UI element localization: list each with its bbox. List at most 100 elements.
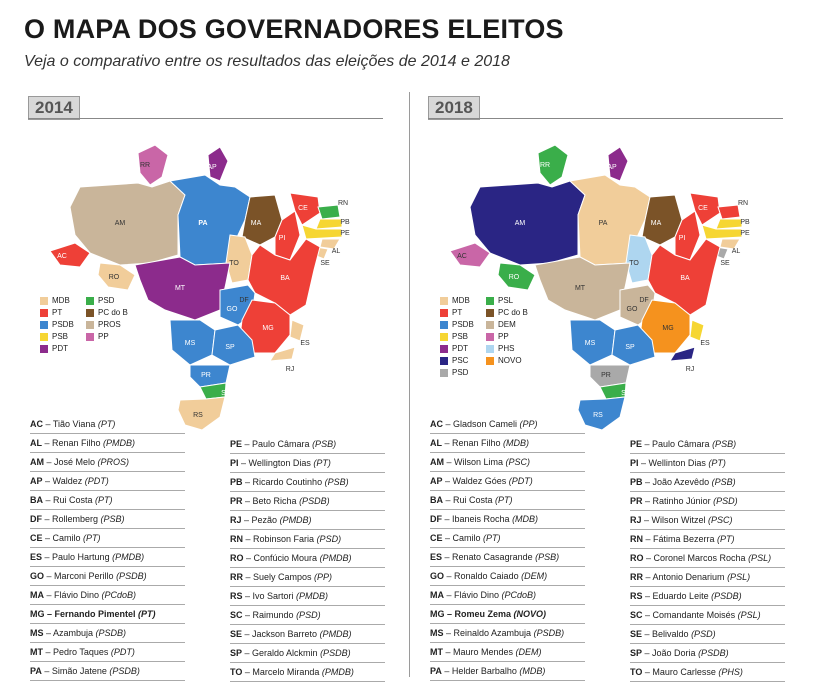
legend-swatch [86, 297, 94, 305]
legend-swatch [40, 297, 48, 305]
governor-party: (PT) [95, 495, 113, 505]
governor-row-ms-2018: MS – Reinaldo Azambuja (PSDB) [430, 624, 585, 643]
state-ac-2014 [49, 242, 91, 268]
governor-name: João Azevêdo [652, 477, 712, 487]
state-label-ma-2018: MA [651, 220, 662, 227]
state-label-ce-2014: CE [298, 205, 308, 212]
governor-party: (PSC) [708, 515, 733, 525]
governor-row-df-2014: DF – Rollemberg (PSB) [30, 510, 185, 529]
governor-party: (PDT) [508, 476, 533, 486]
governor-row-es-2018: ES – Renato Casagrande (PSB) [430, 548, 585, 567]
legend-item-pp-2014: PP [86, 331, 109, 343]
governor-party: (PSB) [324, 477, 349, 487]
governor-separator: – [243, 534, 254, 544]
governor-name: Paulo Câmara [252, 439, 313, 449]
governor-separator: – [444, 571, 455, 581]
legend-item-psl-2018: PSL [486, 295, 513, 307]
governor-separator: – [242, 477, 253, 487]
governor-uf: SE [630, 629, 643, 639]
governor-uf: AP [430, 476, 443, 486]
governor-party: (PMDB) [319, 629, 352, 639]
governor-uf: RS [230, 591, 243, 601]
governor-party: (PSL) [748, 553, 772, 563]
legend-label: PT [452, 308, 463, 317]
governor-name: Flávio Dino [54, 590, 102, 600]
state-pe-2018 [701, 224, 743, 240]
governor-uf: AM [30, 457, 44, 467]
state-ba-2014 [247, 238, 321, 316]
governor-separator: – [42, 552, 53, 562]
governor-separator: – [642, 591, 653, 601]
state-label-ba-2018: BA [680, 275, 690, 282]
governor-party: (PSB) [312, 439, 337, 449]
governor-separator: – [442, 552, 453, 562]
governor-name: Ricardo Coutinho [252, 477, 325, 487]
governor-party: (PSDB) [109, 666, 140, 676]
governor-row-rn-2014: RN – Robinson Faria (PSD) [230, 530, 385, 549]
legend-item-psc-2018: PSC [440, 355, 468, 367]
governor-party: (PSDB) [533, 628, 565, 638]
legend-item-psd-2018: PSD [440, 367, 468, 379]
state-sp-2014 [211, 324, 256, 366]
governor-row-go-2014: GO – Marconi Perillo (PSDB) [30, 567, 185, 586]
governor-name: Renato Casagrande [452, 552, 536, 562]
governor-row-rj-2014: RJ – Pezão (PMDB) [230, 511, 385, 530]
governor-party: (PMDB) [321, 667, 354, 677]
governor-row-df-2018: DF – Ibaneis Rocha (MDB) [430, 510, 585, 529]
legend-swatch [486, 321, 494, 329]
governor-separator: – [44, 590, 55, 600]
legend-swatch [440, 309, 448, 317]
governor-row-go-2018: GO – Ronaldo Caiado (DEM) [430, 567, 585, 586]
state-label-pi-2018: PI [679, 235, 686, 242]
governor-uf: PB [630, 477, 643, 487]
legend-label: PROS [98, 320, 121, 329]
governor-name: Renan Filho [452, 438, 504, 448]
governor-row-se-2014: SE – Jackson Barreto (PMDB) [230, 625, 385, 644]
governor-row-al-2018: AL – Renan Filho (MDB) [430, 434, 585, 453]
state-label-mg-2014: MG [262, 325, 273, 332]
governor-row-pb-2018: PB – João Azevêdo (PSB) [630, 473, 785, 492]
governor-separator: – [43, 647, 54, 657]
state-label-df-2014: DF [239, 297, 248, 304]
state-label-pr-2014: PR [201, 372, 211, 379]
state-label-ac-2014: AC [57, 253, 67, 260]
governor-row-pe-2018: PE – Paulo Câmara (PSB) [630, 435, 785, 454]
legend-item-phs-2018: PHS [486, 343, 514, 355]
legend-swatch [40, 333, 48, 341]
governors-list-left-2018: AC – Gladson Cameli (PP) AL – Renan Filho… [430, 415, 585, 681]
governor-separator: – [242, 439, 253, 449]
governor-uf: CE [430, 533, 443, 543]
governor-separator: – [444, 457, 455, 467]
governor-row-pi-2014: PI – Wellington Dias (PT) [230, 454, 385, 473]
state-label-ba-2014: BA [280, 275, 290, 282]
state-label-to-2018: TO [629, 260, 639, 267]
governor-separator: – [442, 533, 453, 543]
governor-uf: BA [430, 495, 443, 505]
legend-item-novo-2018: NOVO [486, 355, 522, 367]
governor-separator: – [41, 666, 52, 676]
governor-uf: PI [230, 458, 239, 468]
governor-name: Paulo Câmara [652, 439, 713, 449]
legend-label: PC do B [98, 308, 128, 317]
governor-separator: – [642, 629, 653, 639]
governor-uf: AP [30, 476, 43, 486]
governor-uf: DF [30, 514, 42, 524]
governor-row-ba-2014: BA – Rui Costa (PT) [30, 491, 185, 510]
governor-uf: GO [30, 571, 45, 581]
governor-name: José Melo [54, 457, 98, 467]
legend-label: PP [98, 332, 109, 341]
governor-party: (PHS) [718, 667, 743, 677]
governor-uf: AL [30, 438, 42, 448]
state-label-pa-2018: PA [599, 220, 608, 227]
legend-label: PSB [452, 332, 469, 341]
governor-name: Comandante Moisés [652, 610, 738, 620]
state-sp-2018 [611, 324, 656, 366]
governor-uf: RR [230, 572, 243, 582]
governor-row-ce-2018: CE – Camilo (PT) [430, 529, 585, 548]
legend-swatch [440, 345, 448, 353]
state-label-pe-2014: PE [340, 230, 350, 237]
governor-party: (PT) [313, 458, 331, 468]
state-label-ms-2014: MS [185, 340, 196, 347]
state-label-se-2018: SE [720, 260, 730, 267]
